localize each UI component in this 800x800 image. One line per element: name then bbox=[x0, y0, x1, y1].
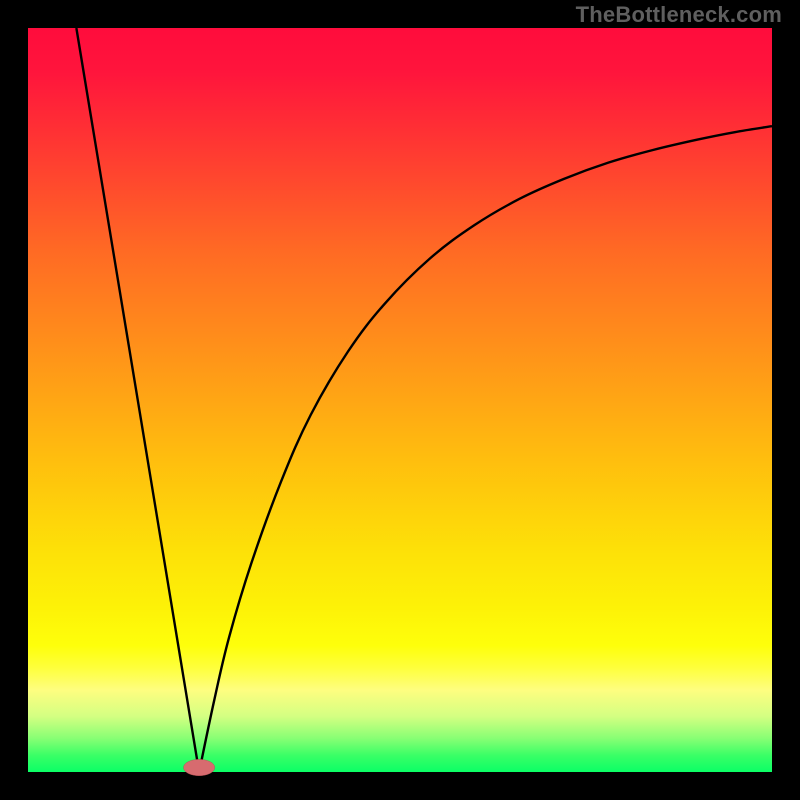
chart-svg bbox=[0, 0, 800, 800]
bottleneck-chart bbox=[0, 0, 800, 800]
gradient-background bbox=[28, 28, 772, 772]
source-watermark: TheBottleneck.com bbox=[576, 2, 782, 28]
optimal-marker bbox=[183, 759, 214, 775]
stage: TheBottleneck.com bbox=[0, 0, 800, 800]
